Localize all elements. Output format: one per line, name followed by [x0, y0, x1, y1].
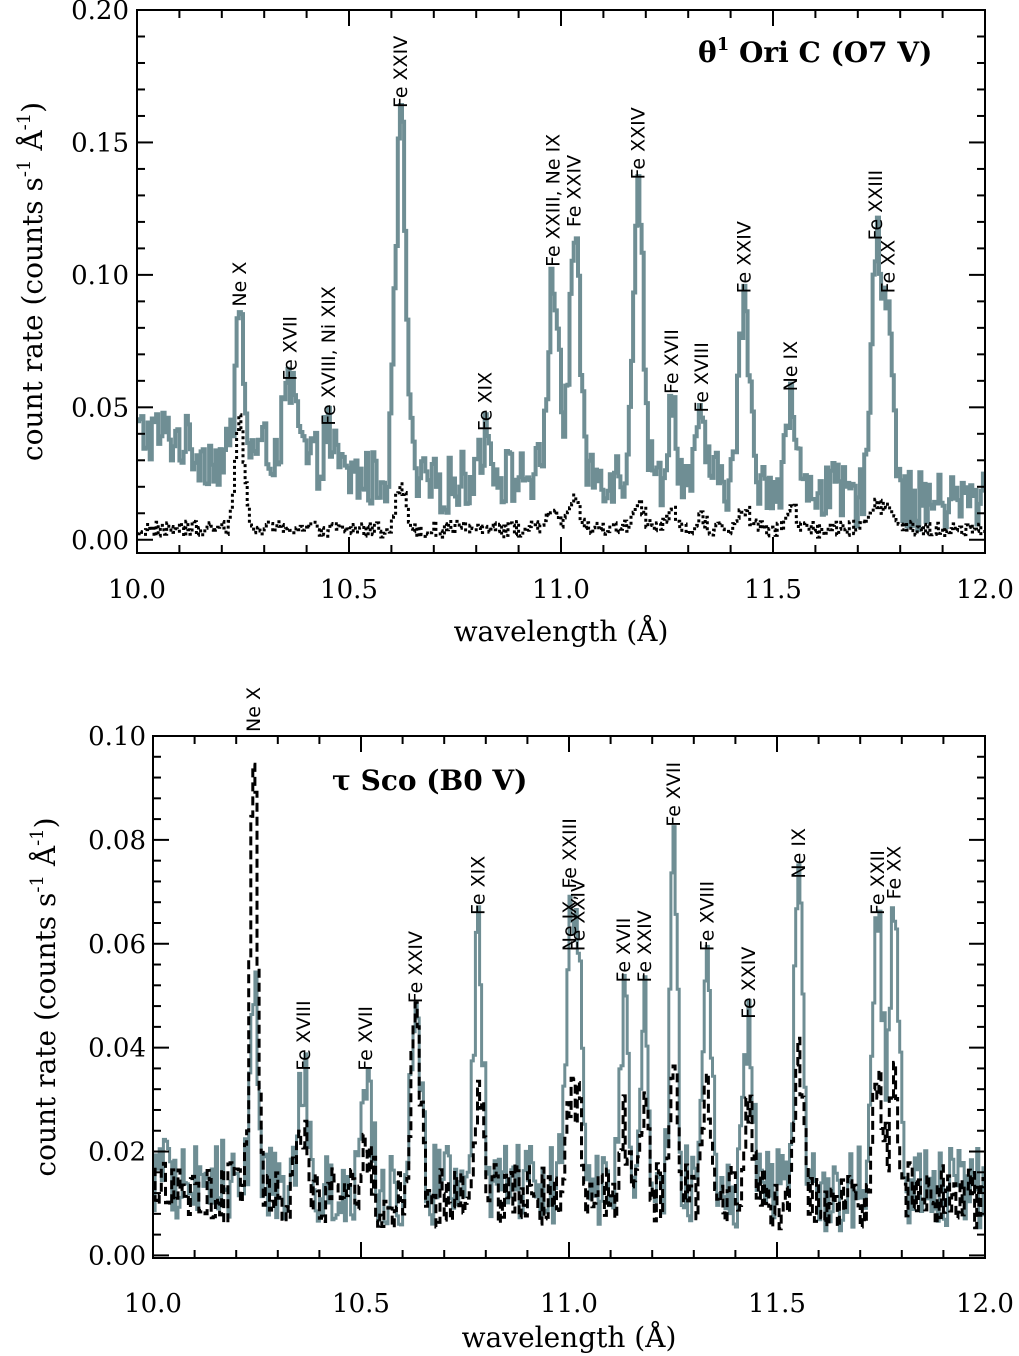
tick-marks: [136, 9, 986, 553]
plot-frame: [136, 9, 986, 554]
y-tick-label: 0.15: [71, 128, 129, 158]
y-tick-label: 0.08: [88, 826, 146, 856]
y-tick-label: 0.20: [71, 0, 129, 26]
model-series: [137, 413, 985, 539]
ylabel-post: ): [29, 817, 62, 828]
title-rest: Sco (B0 V): [351, 764, 528, 797]
ylabel-sup1: -1: [14, 160, 35, 178]
line-label: Fe XXIV: [627, 107, 649, 179]
ylabel-mid: Å: [29, 845, 62, 875]
ylabel-pre: count rate (counts s: [29, 893, 62, 1177]
y-axis-title: count rate (counts s-1 Å-1): [14, 102, 49, 461]
y-tick-label: 0.04: [88, 1034, 146, 1064]
x-tick-label: 12.0: [956, 575, 1014, 605]
line-label: Fe XVIII: [691, 342, 713, 412]
line-label: Fe XXII: [867, 850, 889, 915]
observed-spectrum-line: [137, 103, 985, 532]
line-label: Fe XX: [884, 846, 906, 900]
ylabel-sup2: -1: [27, 828, 48, 846]
ylabel-mid: Å: [16, 130, 49, 160]
line-label: Fe XXIII: [865, 170, 887, 240]
panel-title: τ Sco (B0 V): [332, 764, 527, 797]
line-label: Fe XVIII: [696, 881, 718, 951]
line-label: Fe XXIV: [564, 155, 586, 227]
line-label: Fe XVII: [661, 329, 683, 394]
plot-frame: [152, 735, 986, 1259]
x-tick-label: 11.0: [532, 575, 590, 605]
y-tick-label: 0.00: [88, 1241, 146, 1271]
y-axis-title: count rate (counts s-1 Å-1): [27, 817, 62, 1176]
panel-theta1-ori-c: 10.0 10.5 11.0 11.5 12.0 0.00 0.05 0.10 0.15 0.20…: [14, 0, 1014, 648]
observed-series: [137, 103, 985, 532]
y-tick-label: 0.10: [71, 261, 129, 291]
line-label: Ne IX: [780, 341, 802, 392]
x-tick-label: 10.5: [332, 1289, 390, 1319]
x-tick-label: 10.5: [320, 575, 378, 605]
x-tick-label: 10.0: [108, 575, 166, 605]
ylabel-sup2: -1: [14, 113, 35, 131]
y-tick-label: 0.05: [71, 393, 129, 423]
x-tick-label: 11.5: [744, 575, 802, 605]
x-tick-label: 11.5: [748, 1289, 806, 1319]
ylabel-sup1: -1: [27, 875, 48, 893]
title-symbol: θ: [698, 36, 717, 69]
title-rest: Ori C (O7 V): [729, 36, 932, 69]
line-label: Fe XXIV: [738, 947, 760, 1019]
tick-labels: 10.0 10.5 11.0 11.5 12.0 0.00 0.05 0.10 0.15 0.20: [71, 0, 1014, 605]
line-label: Fe XXIV: [634, 910, 656, 982]
line-label: Fe XX: [878, 240, 900, 294]
y-tick-label: 0.02: [88, 1138, 146, 1168]
x-tick-label: 11.0: [540, 1289, 598, 1319]
line-label: Ne IX, Fe XXIII: [559, 818, 581, 951]
x-axis-title: wavelength (Å): [462, 1321, 677, 1354]
line-label: Fe XVIII, Ni XIX: [318, 286, 340, 426]
line-label: Fe XXIV: [405, 931, 427, 1003]
tick-labels: 10.0 10.5 11.0 11.5 12.0 0.00 0.02 0.04 0.06 0.08…: [88, 722, 1014, 1319]
y-tick-label: 0.00: [71, 526, 129, 556]
ylabel-post: ): [16, 102, 49, 113]
line-label: Fe XVII: [280, 316, 302, 381]
title-sup: 1: [717, 34, 730, 55]
x-tick-label: 10.0: [124, 1289, 182, 1319]
line-label: Fe XIX: [475, 372, 497, 431]
model-spectrum-line: [137, 413, 985, 539]
plot-area: [137, 103, 985, 539]
line-label: Fe XVII: [663, 762, 685, 827]
panel-tau-sco: 10.0 10.5 11.0 11.5 12.0 0.00 0.02 0.04 0.06 0.08…: [27, 687, 1014, 1354]
line-label: Fe XXIV: [567, 879, 589, 951]
title-symbol: τ: [332, 764, 351, 797]
x-tick-label: 12.0: [956, 1289, 1014, 1319]
line-label: Ne X: [243, 687, 265, 732]
y-tick-label: 0.10: [88, 722, 146, 752]
line-label: Fe XVII: [355, 1006, 377, 1071]
x-axis-title: wavelength (Å): [454, 615, 669, 648]
model-series: [153, 762, 985, 1231]
model-spectrum-line: [153, 762, 985, 1231]
line-label: Fe XXIII, Ne IX: [543, 134, 565, 267]
line-labels: Ne X Fe XVII Fe XVIII, Ni XIX Fe XXIV Fe XIX…: [229, 36, 900, 431]
y-tick-label: 0.06: [88, 930, 146, 960]
line-label: Fe XIX: [468, 856, 490, 915]
plot-area: [153, 762, 985, 1233]
line-label: Ne X: [229, 262, 251, 307]
line-label: Ne IX: [788, 828, 810, 879]
line-label: Fe XXIV: [733, 221, 755, 293]
line-label: Fe XVIII: [293, 1000, 315, 1070]
ylabel-pre: count rate (counts s: [16, 177, 49, 461]
line-label: Fe XVII: [613, 918, 635, 983]
line-label: Fe XXIV: [390, 36, 412, 108]
panel-title: θ1 Ori C (O7 V): [698, 34, 932, 69]
